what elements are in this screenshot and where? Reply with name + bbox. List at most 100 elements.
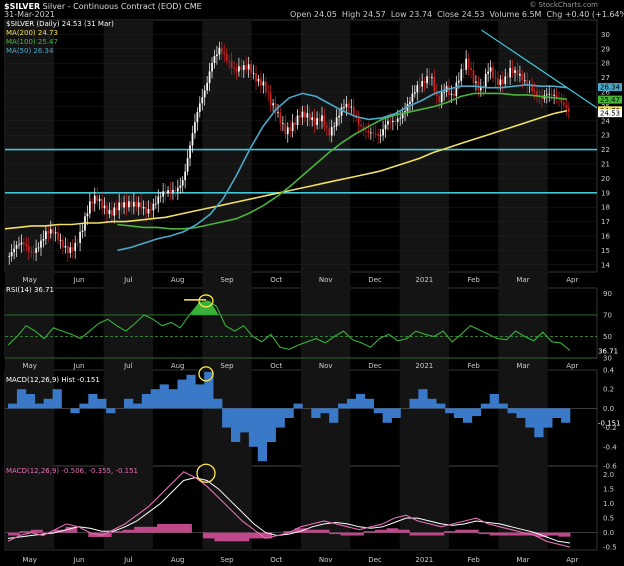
candle-body [411, 93, 414, 102]
chg-value: +0.40 (+1.64%) [564, 10, 624, 19]
candle-body [384, 124, 387, 130]
y-tick-label: 19 [601, 189, 610, 197]
candle-body [291, 122, 294, 132]
x-tick-label: Feb [467, 276, 480, 284]
macd-diff-bar [202, 532, 215, 539]
candle-body [470, 67, 472, 71]
y-tick-label: 0.5 [603, 515, 614, 523]
macd-label: MACD(12,26,9) -0.506, -0.355, -0.151 [6, 467, 138, 475]
candle-body [301, 111, 304, 118]
candle-body [18, 244, 20, 246]
macd-diff-bar [547, 532, 559, 536]
x-tick-label: Mar [516, 276, 529, 284]
candle-body [467, 58, 470, 68]
candle-body [57, 232, 59, 241]
candle-body [81, 230, 84, 232]
macd-diff-bar [145, 526, 158, 533]
candle-body [567, 107, 570, 112]
candle-body [27, 245, 30, 252]
candle-body [536, 91, 538, 97]
candle-body [440, 92, 443, 103]
candle-body [52, 229, 55, 234]
macd-hist-bar [409, 398, 419, 409]
y-tick-label: 17 [601, 218, 610, 226]
candle-body [54, 232, 57, 234]
macd-hist-bar [293, 403, 303, 409]
candle-body [179, 185, 182, 188]
macd-hist-bar [159, 384, 169, 409]
candle-body [335, 117, 338, 127]
x-tick-label: 2021 [415, 362, 433, 370]
macd-diff-bar [88, 532, 101, 537]
candle-body [286, 127, 289, 135]
candle-body [306, 113, 309, 118]
macd-annotation-circle [196, 463, 216, 483]
candle-body [565, 104, 568, 108]
hist-value-badge: -0.151 [598, 419, 621, 427]
macd-hist-bar [418, 389, 428, 409]
macd-diff-bar [248, 532, 261, 539]
rsi-line [7, 300, 571, 351]
candle-body [294, 122, 296, 126]
candle-body [497, 78, 499, 85]
y-tick-label: -0.6 [603, 463, 617, 471]
candle-body [164, 191, 167, 193]
candle-body [93, 195, 96, 204]
macd-hist-bar [338, 403, 348, 409]
candle-body [311, 117, 314, 121]
candle-body [338, 115, 340, 118]
candle-body [484, 73, 487, 88]
candle-body [45, 231, 47, 239]
candle-body [550, 93, 553, 96]
candle-body [360, 124, 362, 127]
candle-body [460, 69, 463, 81]
ma-line-MA100 [117, 92, 568, 230]
candle-body [475, 81, 477, 83]
candle-body [533, 90, 536, 92]
candle-body [489, 67, 492, 72]
rsi-annotation-circle [198, 294, 214, 308]
macd-hist-bar [525, 408, 535, 428]
candle-body [23, 242, 25, 245]
candle-body [172, 189, 174, 193]
candle-body [25, 244, 28, 246]
candle-body [457, 80, 460, 83]
macd-diff-bar [558, 532, 571, 537]
macd-diff-bar [512, 532, 525, 536]
macd-hist-bar [132, 403, 143, 409]
macd-label-name: MACD(12,26,9) [6, 467, 60, 475]
candle-body [431, 77, 433, 78]
candle-body [228, 60, 230, 62]
candle-body [521, 73, 524, 81]
macd-diff-bar [478, 532, 491, 535]
candle-body [548, 93, 551, 95]
candle-body [174, 189, 177, 192]
x-tick-label: Nov [319, 276, 333, 284]
candle-body [382, 129, 384, 136]
candle-body [365, 130, 367, 132]
candle-body [62, 240, 64, 248]
macd-hist-bar [454, 408, 464, 418]
candle-body [448, 86, 450, 95]
symbol: $SILVER [4, 2, 41, 11]
macd-diff-bar [397, 529, 410, 533]
candle-body [91, 201, 94, 204]
candle-body [184, 171, 187, 181]
candle-body [13, 248, 15, 253]
candle-body [350, 106, 353, 108]
y-tick-label: 0.0 [603, 405, 614, 413]
open-label: Open [290, 10, 312, 19]
macd-diff-bar [306, 529, 319, 533]
macd-hist-bar [373, 408, 383, 414]
candle-body [216, 54, 218, 57]
candle-body [304, 111, 306, 118]
candle-body [553, 94, 555, 96]
candle-body [409, 101, 411, 105]
candle-body [79, 231, 81, 243]
candle-body [167, 190, 169, 193]
candle-body [267, 92, 270, 94]
exchange: CME [184, 2, 202, 11]
candle-body [135, 201, 138, 207]
macd-hist-bar [123, 398, 134, 409]
macd-hist-label: MACD(12,26,9) Hist -0.151 [6, 376, 100, 384]
